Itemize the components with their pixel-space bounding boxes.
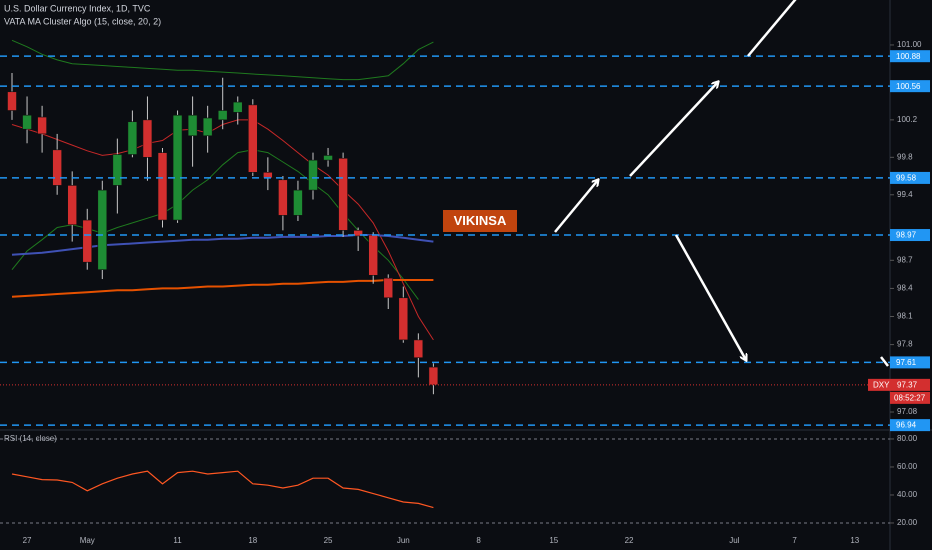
x-tick-label: Jul [729,536,739,545]
candle-body [308,159,318,191]
chart-title: U.S. Dollar Currency Index, 1D, TVC [4,3,151,13]
y-tick-label: 101.00 [897,40,922,49]
indicator-line [11,39,434,81]
x-tick-label: May [80,536,95,545]
candle-body [82,219,93,263]
candle-body [293,189,303,216]
candle-body [398,297,409,341]
level-label: 98.97 [896,231,917,240]
x-tick-label: 25 [324,536,333,545]
indicator-title: VATA MA Cluster Algo (15, close, 20, 2) [4,16,161,26]
candle-body [232,101,243,113]
arrow [554,180,598,233]
level-label: 100.56 [896,82,921,91]
level-label-box [890,50,930,63]
y-tick-label: 98.7 [897,255,913,264]
level-label-box [890,229,930,242]
countdown-box [890,391,930,404]
candle-body [172,114,183,221]
rsi-line [11,470,434,509]
arrow [880,356,889,367]
x-tick-label: 11 [173,536,182,545]
candle-body [127,121,138,155]
candle-body [202,117,213,137]
y-tick-label: 99.8 [897,152,913,161]
y-tick-label: 40.00 [897,490,918,499]
y-tick-label: 60.00 [897,462,918,471]
candle-body [248,104,258,173]
candle-body [217,110,228,121]
y-tick-label: 97.08 [897,407,918,416]
level-label-box [890,419,930,432]
y-tick-label: 98.1 [897,312,913,321]
candle-body [278,179,288,216]
plot: 101.00 100.2 99.8 99.4 98.7 98.4 98.1 97.8 97.08… [0,39,930,545]
y-tick-label: 100.2 [897,115,918,124]
x-tick-label: 15 [549,536,558,545]
candle-body [22,114,32,130]
candle-body [67,185,77,226]
y-tick-label: 80.00 [897,434,918,443]
level-label-box [890,356,930,369]
candle-body [368,234,379,276]
y-tick-label: 98.4 [897,284,913,293]
level-label: 97.61 [896,358,917,367]
candle-body [97,189,108,270]
x-tick-label: 8 [476,536,481,545]
candle-body [323,155,333,161]
candle-body [187,114,198,137]
indicator-line [11,119,434,341]
last-price-box [868,378,930,391]
y-tick-label: 99.4 [897,190,913,199]
x-tick-label: 22 [625,536,634,545]
level-label: 100.88 [896,52,921,61]
x-tick-label: 7 [792,536,797,545]
level-label: 96.94 [896,421,917,430]
arrow [629,82,718,177]
indicator-line [11,149,419,300]
candle-body [7,91,17,111]
candle-body [413,339,424,359]
arrows [554,0,889,367]
countdown-label: 08:52:27 [894,393,926,402]
y-tick-label: 97.8 [897,340,913,349]
candle-body [428,366,439,386]
x-tick-label: 27 [23,536,32,545]
arrow [747,0,797,57]
symbol-label: DXY [873,380,890,389]
annotation: VIKINSA [454,213,507,228]
level-label-box [890,171,930,184]
annotation-box [443,210,517,232]
x-tick-label: 18 [248,536,257,545]
candle-body [263,171,273,179]
level-label: 99.58 [896,174,917,183]
candle-body [353,230,363,237]
candle-body [112,154,123,186]
candle-body [383,277,394,299]
candle-body [37,116,47,135]
candle-body [142,119,153,158]
last-price-label: 97.37 [897,380,918,389]
arrow [674,234,746,360]
indicator-line [11,279,434,298]
level-label-box [890,80,930,93]
candle-body [338,157,348,231]
x-tick-label: 13 [850,536,859,545]
x-tick-label: Jun [397,536,410,545]
rsi-title: RSI (14, close) [4,434,57,443]
candle-body [157,152,168,221]
candle-body [52,149,62,186]
y-tick-label: 20.00 [897,518,918,527]
